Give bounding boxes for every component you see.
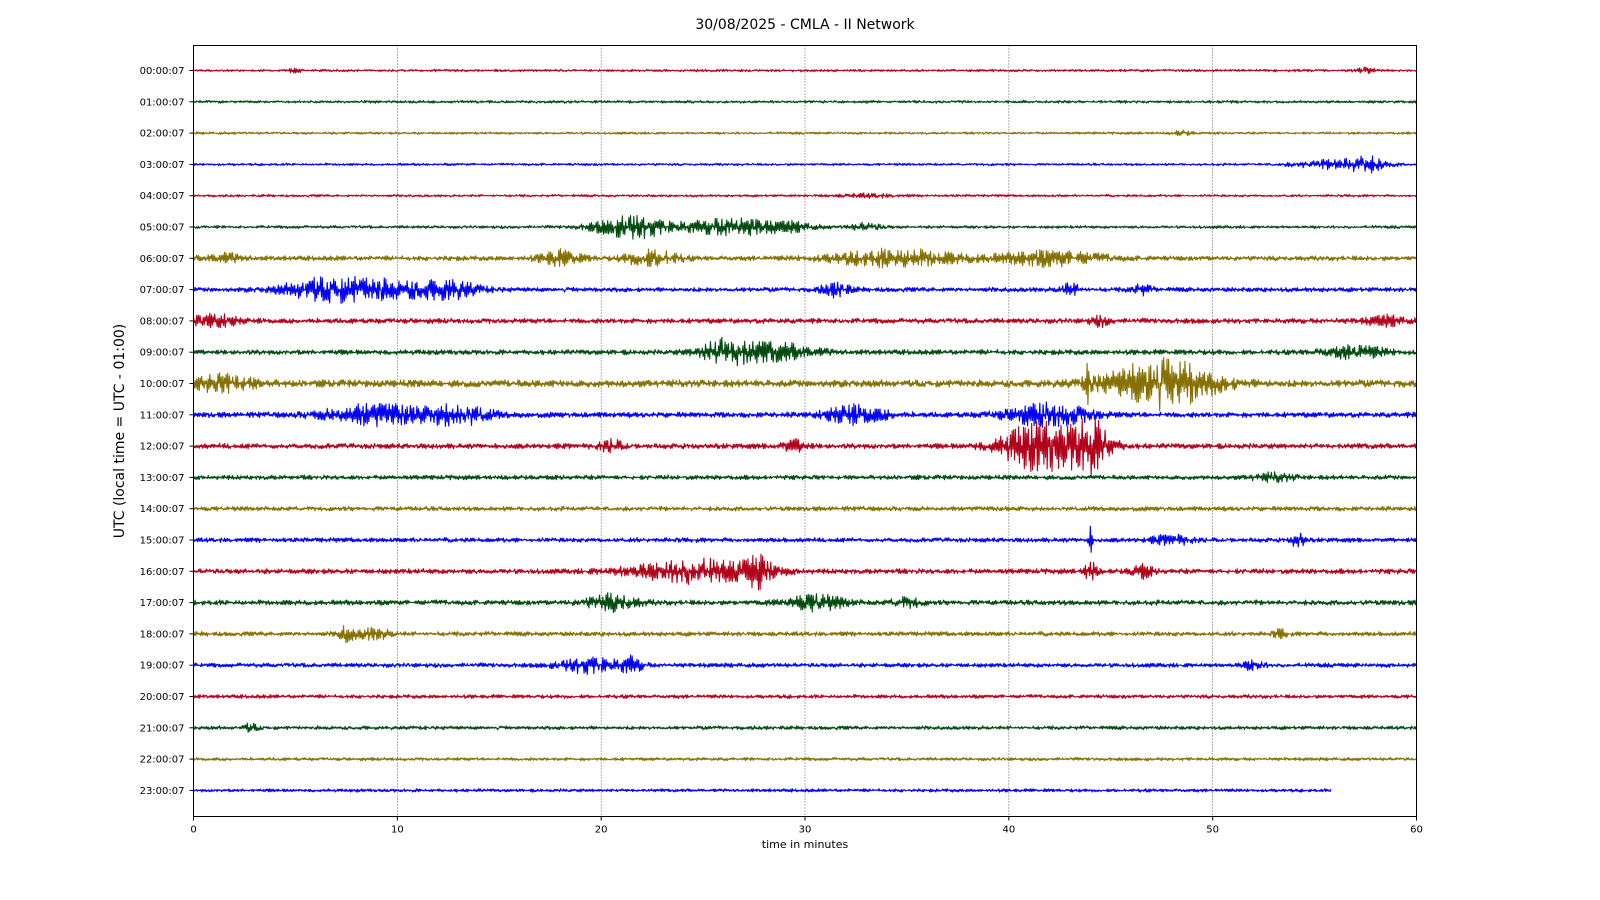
trace-20-00-07: [192, 693, 1417, 700]
y-tick-label: 18:00:07: [140, 629, 185, 640]
x-tick-label-60: 60: [1410, 825, 1423, 836]
trace-00-00-07: [193, 66, 1417, 75]
y-tick-label: 19:00:07: [140, 661, 185, 672]
trace-16-00-07: [192, 553, 1418, 591]
y-tick-label: 23:00:07: [140, 786, 185, 797]
y-tick-label: 17:00:07: [140, 598, 185, 609]
x-tick-label-50: 50: [1206, 825, 1219, 836]
y-tick-label: 13:00:07: [140, 473, 185, 484]
y-tick-label: 16:00:07: [140, 567, 185, 578]
trace-03-00-07: [193, 155, 1417, 174]
trace-19-00-07: [192, 654, 1417, 676]
trace-22-00-07: [192, 756, 1417, 762]
trace-group: [192, 66, 1418, 793]
x-tick-label-20: 20: [595, 825, 608, 836]
y-axis-labels: 00:00:07 01:00:07 02:00:07 03:00:07 04:00:07…: [140, 66, 194, 797]
trace-10-00-07: [192, 356, 1418, 412]
y-tick-label: 02:00:07: [140, 129, 185, 140]
y-tick-label: 10:00:07: [140, 379, 185, 390]
y-tick-label: 09:00:07: [140, 348, 185, 359]
trace-02-00-07: [193, 129, 1417, 137]
trace-04-00-07: [193, 192, 1417, 200]
x-tick-label-40: 40: [1002, 825, 1015, 836]
y-tick-label: 07:00:07: [140, 285, 185, 296]
grid-lines: [397, 45, 1213, 817]
trace-01-00-07: [193, 99, 1418, 104]
x-tick-label-0: 0: [190, 825, 196, 836]
trace-18-00-07: [192, 625, 1417, 644]
chart-title: 30/08/2025 - CMLA - II Network: [695, 17, 915, 33]
y-tick-label: 14:00:07: [140, 504, 185, 515]
trace-21-00-07: [193, 722, 1418, 733]
trace-07-00-07: [192, 275, 1418, 305]
trace-08-00-07: [192, 312, 1418, 329]
y-tick-label: 05:00:07: [140, 223, 185, 234]
y-tick-label: 03:00:07: [140, 160, 185, 171]
y-tick-label: 06:00:07: [140, 254, 185, 265]
trace-11-00-07: [192, 401, 1418, 428]
y-tick-label: 12:00:07: [140, 442, 185, 453]
x-tick-label-30: 30: [799, 825, 812, 836]
trace-09-00-07: [192, 336, 1418, 367]
y-tick-label: 20:00:07: [140, 692, 185, 703]
trace-12-00-07: [193, 417, 1418, 477]
y-tick-label: 04:00:07: [140, 191, 185, 202]
plot-frame: [193, 45, 1417, 817]
y-tick-label: 01:00:07: [140, 97, 185, 108]
trace-05-00-07: [193, 214, 1417, 240]
trace-14-00-07: [193, 505, 1417, 512]
y-tick-label: 15:00:07: [140, 536, 185, 547]
y-tick-label: 22:00:07: [140, 755, 185, 766]
y-tick-label: 00:00:07: [140, 66, 185, 77]
trace-06-00-07: [192, 247, 1418, 269]
y-axis-label: UTC (local time = UTC - 01:00): [112, 324, 128, 539]
trace-15-00-07: [192, 525, 1418, 553]
x-axis-ticks: 0 10 20 30 40 50 60: [190, 816, 1423, 836]
y-tick-label: 11:00:07: [140, 410, 185, 421]
trace-13-00-07: [192, 471, 1417, 484]
x-axis-label: time in minutes: [762, 838, 849, 851]
trace-17-00-07: [192, 592, 1418, 613]
y-tick-label: 21:00:07: [140, 723, 185, 734]
x-tick-label-10: 10: [391, 825, 404, 836]
trace-23-00-07: [193, 788, 1332, 793]
y-tick-label: 08:00:07: [140, 316, 185, 327]
